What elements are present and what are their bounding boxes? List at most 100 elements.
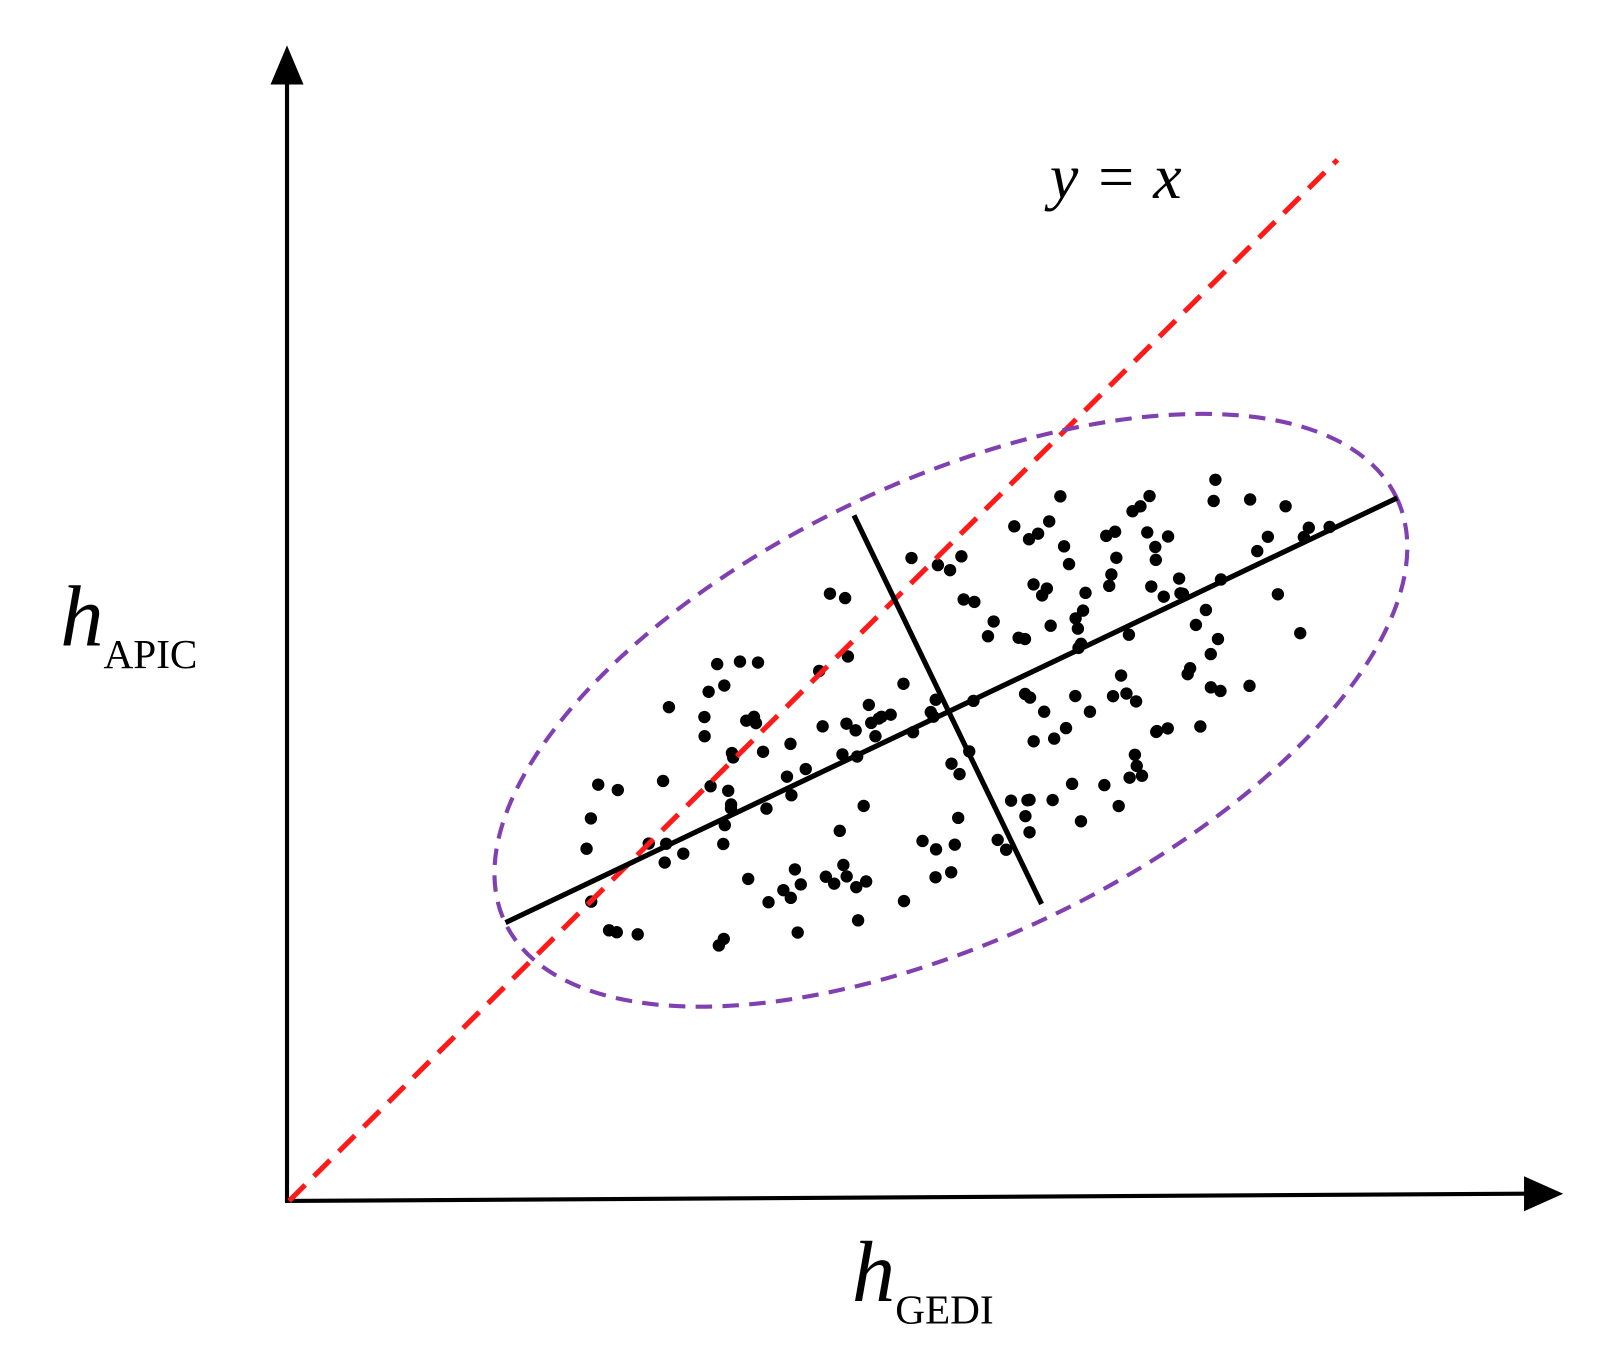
scatter-dot (943, 563, 957, 577)
y-axis-label: hAPIC (60, 568, 197, 677)
scatter-dot (784, 891, 797, 905)
scatter-dot (780, 770, 794, 783)
scatter-dot (1302, 521, 1315, 534)
scatter-dot (857, 799, 870, 813)
label-subscript: APIC (104, 631, 198, 677)
scatter-dot (1194, 720, 1207, 733)
scatter-dot (819, 870, 833, 883)
major-axis (504, 495, 1399, 925)
scatter-dot (799, 762, 812, 776)
scatter-dot (1149, 553, 1162, 567)
scatter-dot (823, 587, 837, 600)
scatter-dot (1207, 494, 1220, 508)
scatter-dot (1251, 544, 1264, 558)
scatter-dot (1134, 500, 1147, 513)
scatter-dot (794, 878, 807, 891)
scatter-dot (1243, 493, 1257, 506)
scatter-dot (777, 883, 790, 897)
scatter-dot (1076, 604, 1090, 617)
scatter-dot (1214, 684, 1227, 698)
scatter-dot (968, 595, 981, 609)
scatter-dot (875, 710, 888, 723)
scatter-dot (1189, 618, 1203, 632)
scatter-dot (905, 551, 918, 565)
scatter-dot (1065, 777, 1079, 791)
scatter-dot (1022, 533, 1036, 546)
scatter-dot (1037, 705, 1051, 718)
scatter-dot (833, 824, 846, 838)
scatter-dot (945, 757, 958, 770)
scatter-dot (948, 838, 961, 851)
scatter-dot (1019, 809, 1032, 823)
scatter-dot (1120, 687, 1133, 700)
scatter-dot (1114, 669, 1128, 682)
scatter-dot (711, 657, 724, 671)
scatter-dot (791, 926, 804, 939)
scatter-points (580, 473, 1336, 952)
scatter-dot (897, 677, 910, 690)
scatter-dot (1172, 572, 1186, 585)
scatter-dot (1161, 722, 1174, 735)
label-symbol: h (852, 1224, 895, 1320)
scatter-dot (1069, 612, 1082, 625)
scatter-dot (1027, 578, 1040, 591)
scatter-dot (991, 833, 1004, 847)
scatter-dot (1279, 500, 1292, 513)
scatter-dot (1145, 580, 1158, 593)
scatter-dot (1023, 691, 1037, 704)
scatter-dot (1112, 799, 1125, 813)
scatter-dot (1122, 628, 1136, 641)
scatter-dot (788, 863, 802, 876)
scatter-dot (751, 656, 765, 669)
scatter-dot (1211, 632, 1225, 646)
scatter-dot (698, 730, 711, 743)
scatter-dot (931, 558, 945, 572)
scatter-dot (677, 847, 690, 860)
scatter-dot (785, 789, 798, 802)
scatter-dot (658, 856, 671, 869)
identity-label: y = x (1044, 141, 1182, 212)
scatter-dot (1054, 490, 1067, 503)
scatter-dot (1062, 557, 1076, 571)
scatter-dot (1046, 793, 1059, 807)
scatter-dot (1098, 778, 1111, 792)
scatter-dot (1031, 527, 1045, 540)
scatter-dot (945, 866, 958, 879)
scatter-dot (1023, 793, 1036, 807)
scatter-dot (1204, 647, 1217, 661)
scatter-dot (1130, 759, 1143, 773)
scatter-dot (1023, 826, 1036, 839)
scatter-dot (999, 843, 1013, 856)
scatter-dot (1150, 724, 1164, 738)
scatter-dot (1044, 619, 1057, 632)
scatter-dot (981, 630, 995, 643)
scatter-dot (840, 870, 853, 883)
scatter-dot (837, 858, 850, 872)
scatter-dot (1149, 540, 1162, 554)
scatter-dot (1204, 681, 1218, 694)
scatter-dot (784, 737, 797, 751)
scatter-dot (611, 783, 624, 797)
scatter-dot (760, 802, 773, 815)
scatter-dot (1057, 540, 1071, 553)
identity-line (287, 157, 1340, 1203)
scatter-dot (952, 811, 965, 825)
scatter-dot (929, 871, 942, 884)
scatter-dot (662, 700, 676, 714)
scatter-dot (722, 784, 735, 797)
scatter-dot (756, 745, 770, 758)
scatter-dot (955, 550, 968, 563)
scatter-dot (841, 650, 855, 663)
scatter-dot (698, 710, 711, 724)
scatter-dot (1071, 622, 1085, 635)
scatter-dot (862, 698, 876, 712)
scatter-dot (631, 928, 644, 941)
scatter-dot (733, 655, 747, 668)
scatter-dot (1083, 705, 1097, 718)
scatter-dot (1129, 695, 1143, 708)
minor-axis (851, 514, 1044, 906)
scatter-dot (849, 724, 862, 737)
scatter-dot (1040, 582, 1054, 595)
scatter-dot (1059, 721, 1073, 735)
